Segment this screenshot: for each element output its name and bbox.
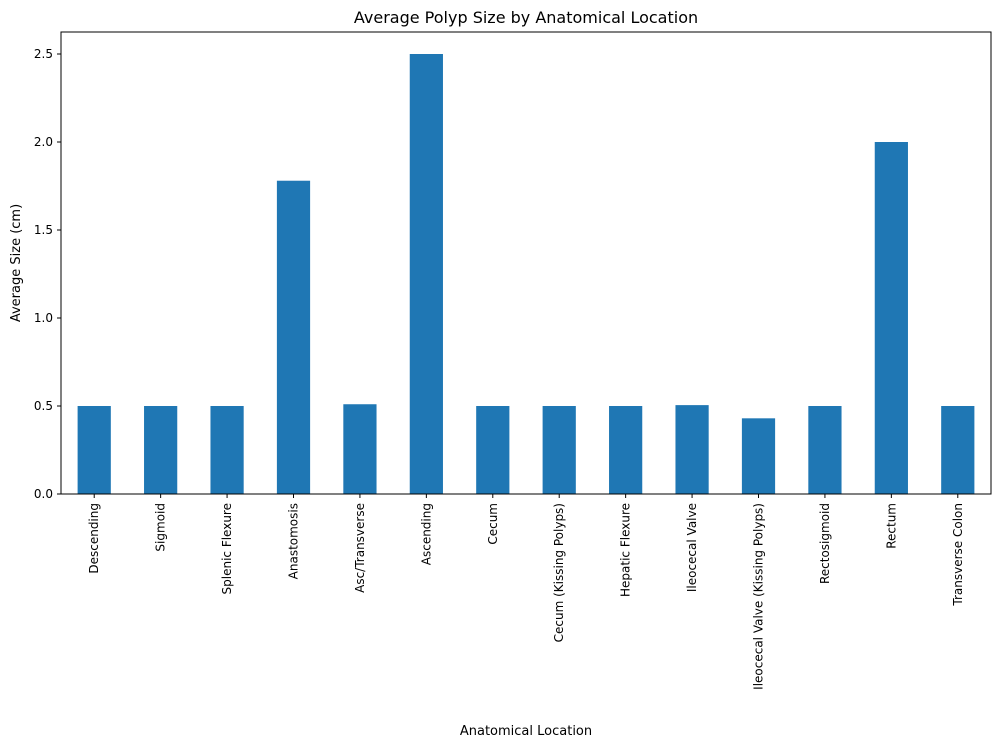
y-tick-label: 0.0 (34, 487, 53, 501)
bar-2 (210, 406, 244, 494)
x-tick-label: Descending (87, 503, 101, 574)
y-tick-label: 2.0 (34, 135, 53, 149)
y-tick-label: 1.5 (34, 223, 53, 237)
x-tick-label: Sigmoid (154, 503, 168, 552)
x-tick-label: Ileocecal Valve (Kissing Polyps) (752, 503, 766, 690)
bar-5 (409, 54, 443, 494)
chart-title: Average Polyp Size by Anatomical Locatio… (354, 8, 698, 27)
x-tick-label: Hepatic Flexure (619, 503, 633, 597)
x-tick-label: Cecum (486, 503, 500, 545)
bar-13 (941, 406, 975, 494)
x-axis-label: Anatomical Location (460, 724, 592, 739)
x-axis: Descending Sigmoid Splenic Flexure Anastomo… (87, 494, 965, 690)
bar-7 (542, 406, 576, 494)
x-tick-label: Ileocecal Valve (685, 503, 699, 592)
x-tick-label: Splenic Flexure (220, 503, 234, 594)
x-tick-label: Rectum (884, 503, 898, 549)
x-tick-label: Ascending (419, 503, 433, 565)
bar-8 (609, 406, 643, 494)
y-tick-label: 0.5 (34, 399, 53, 413)
y-axis-label: Average Size (cm) (9, 204, 24, 322)
bar-1 (144, 406, 178, 494)
y-tick-label: 1.0 (34, 311, 53, 325)
y-tick-label: 2.5 (34, 47, 53, 61)
bar-9 (675, 405, 709, 494)
x-tick-label: Transverse Colon (951, 503, 965, 607)
x-tick-label: Cecum (Kissing Polyps) (552, 503, 566, 642)
bar-3 (276, 180, 311, 494)
bar-12 (874, 142, 908, 494)
bar-4 (343, 404, 377, 494)
x-tick-label: Anastomosis (287, 503, 301, 579)
plot-frame (60, 31, 992, 495)
bars-group (77, 54, 975, 494)
bar-10 (741, 418, 776, 494)
y-axis: 0.0 0.5 1.0 1.5 2.0 2.5 (34, 47, 61, 501)
bar-6 (476, 406, 510, 494)
x-tick-label: Rectosigmoid (818, 503, 832, 584)
bar-11 (808, 406, 842, 494)
x-tick-label: Asc/Transverse (353, 503, 367, 593)
bar-0 (77, 406, 111, 494)
